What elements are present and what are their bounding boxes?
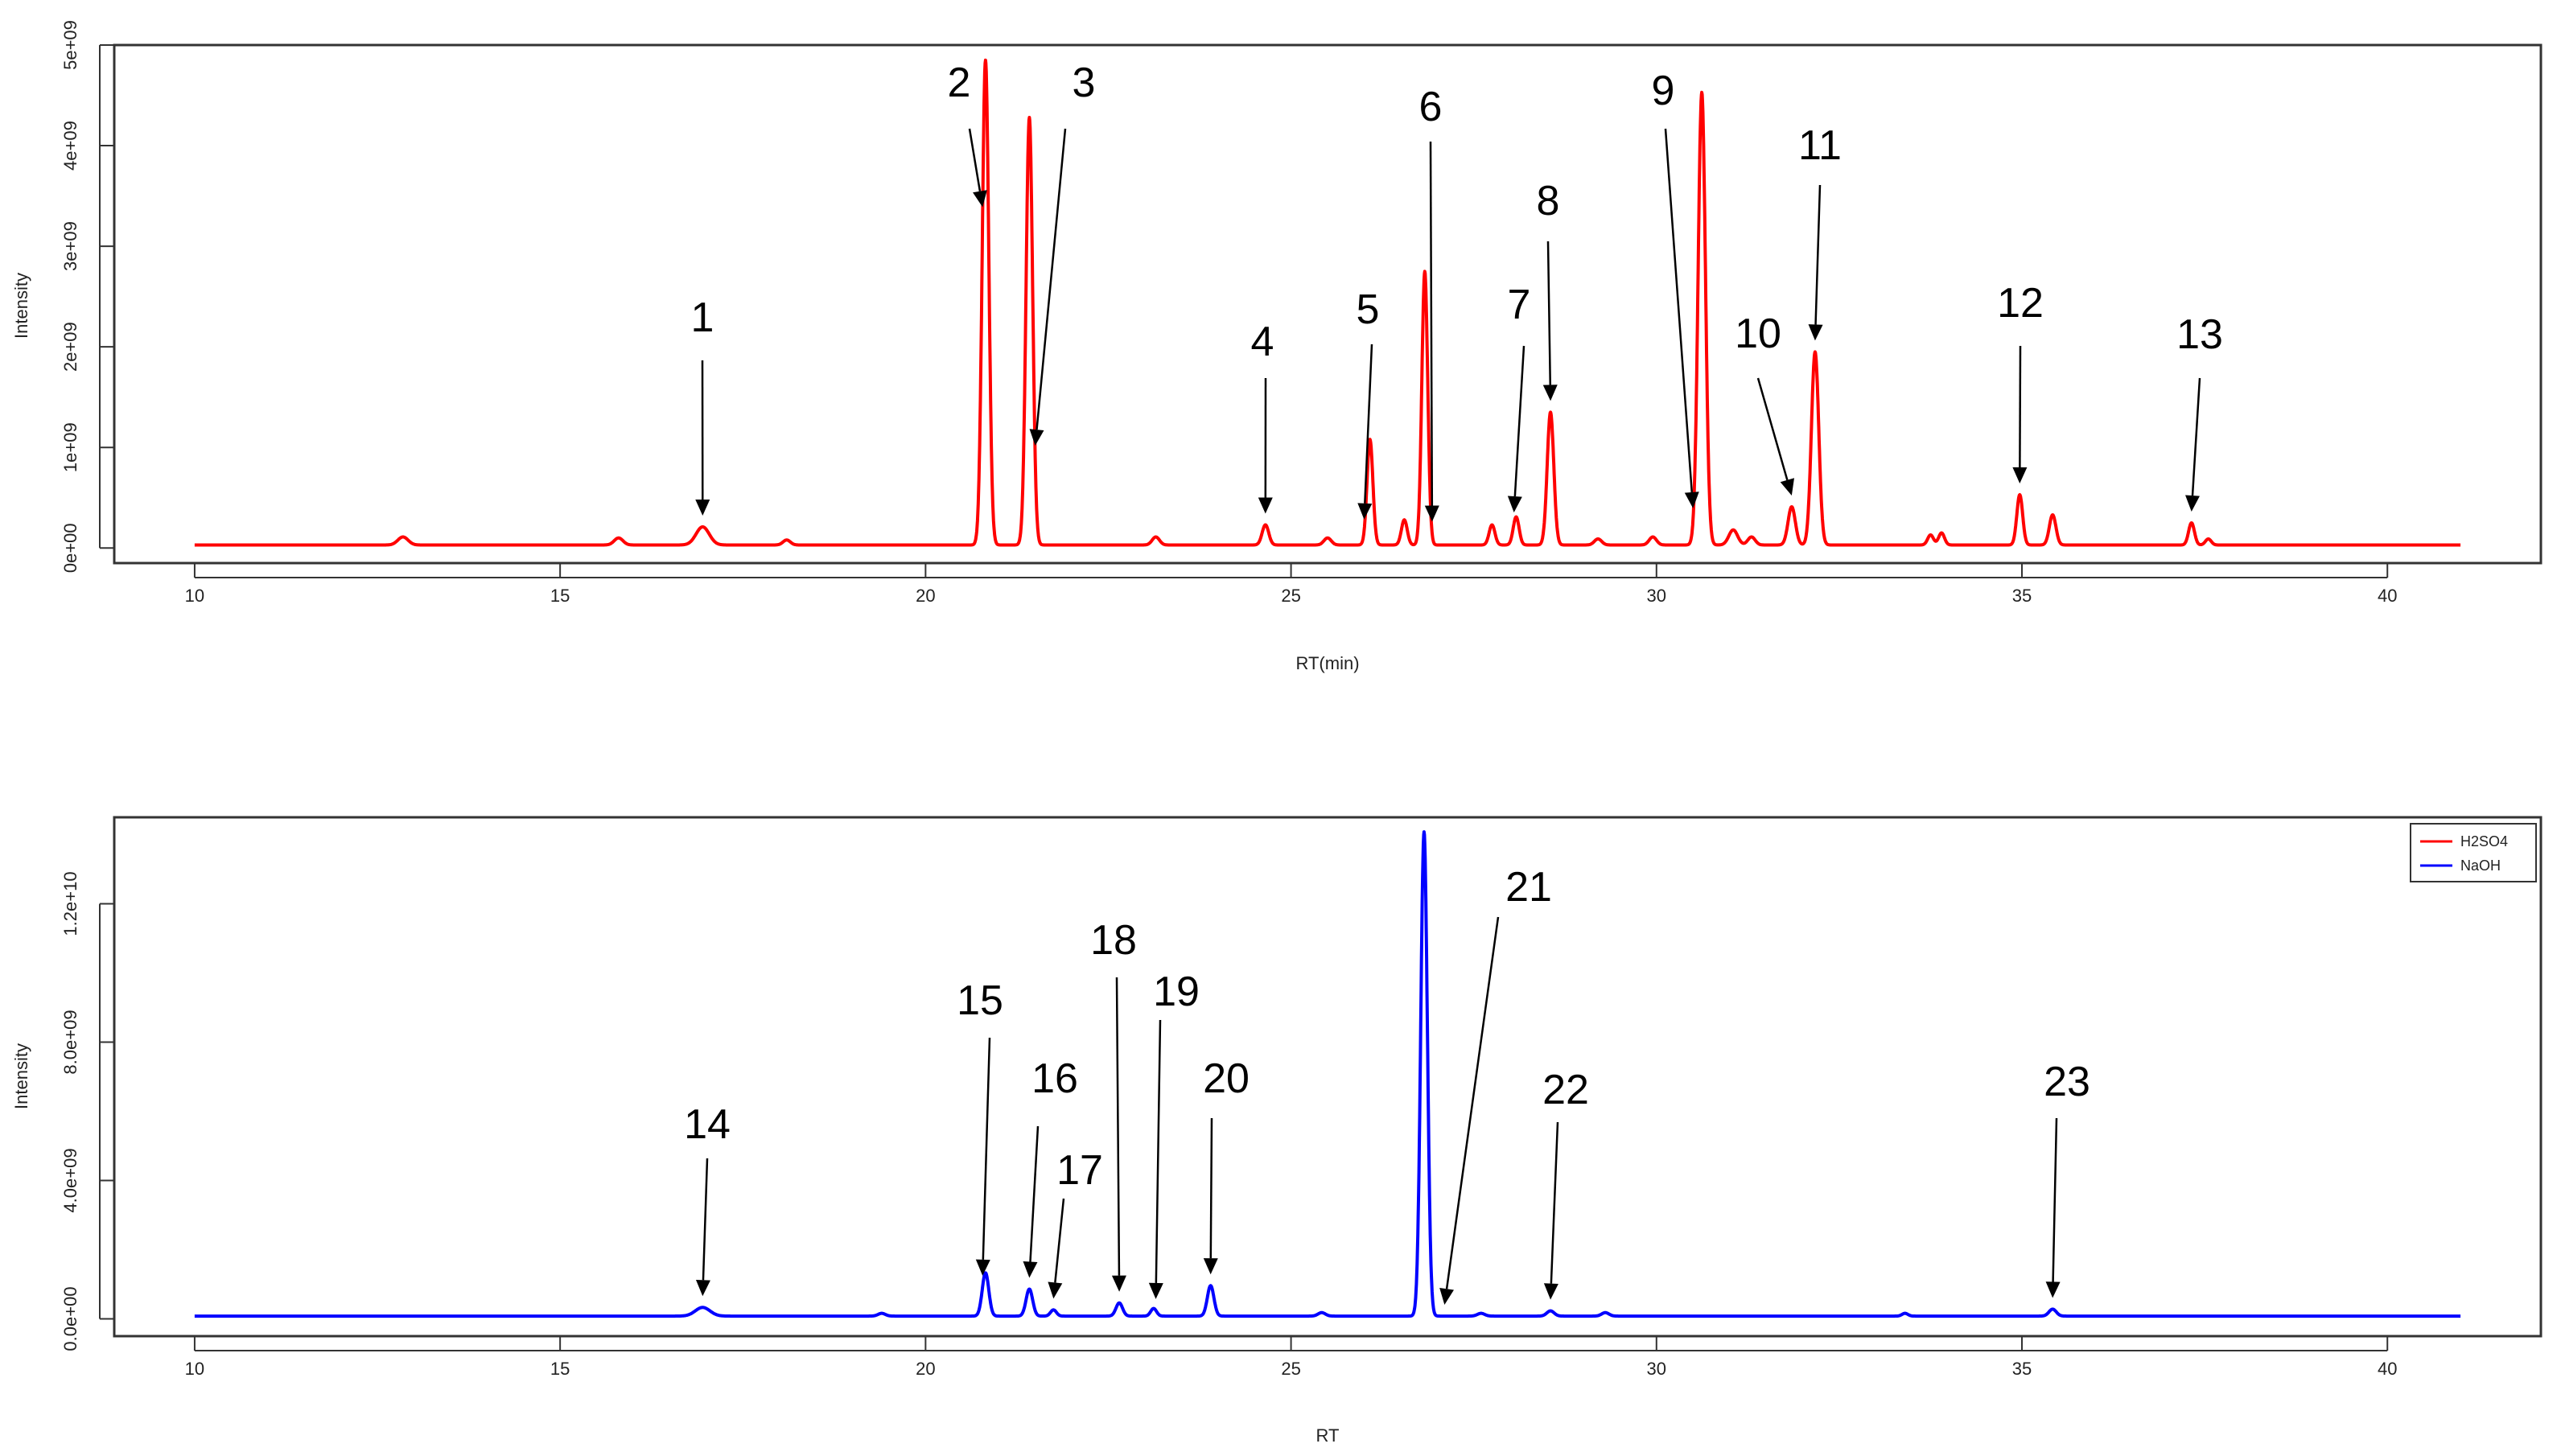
- x-tick-label: 35: [2012, 586, 2032, 606]
- x-tick-label: 10: [185, 586, 204, 606]
- peak-label-4: 4: [1251, 319, 1274, 365]
- x-tick-label: 20: [916, 586, 935, 606]
- legend-label-naoh: NaOH: [2460, 858, 2501, 874]
- x-tick-label: 40: [2378, 586, 2397, 606]
- x-tick-label: 10: [185, 1359, 204, 1379]
- peak-label-6: 6: [1419, 84, 1443, 130]
- y-tick-label: 2e+09: [60, 322, 80, 372]
- x-tick-label: 15: [550, 1359, 570, 1379]
- top-y-axis-title: Intensity: [11, 273, 31, 339]
- peak-label-2: 2: [948, 60, 971, 106]
- peak-label-19: 19: [1153, 969, 1200, 1015]
- bottom-x-axis-title: RT: [1316, 1425, 1340, 1446]
- bottom-y-axis-title: Intensity: [11, 1043, 31, 1109]
- peak-label-17: 17: [1056, 1147, 1103, 1194]
- y-tick-label: 3e+09: [60, 221, 80, 271]
- x-tick-label: 35: [2012, 1359, 2032, 1379]
- legend-label-h2so4: H2SO4: [2460, 833, 2508, 849]
- x-tick-label: 25: [1281, 586, 1300, 606]
- peak-label-15: 15: [957, 977, 1003, 1024]
- y-tick-label: 0e+00: [60, 523, 80, 573]
- x-tick-label: 25: [1281, 1359, 1300, 1379]
- y-tick-label: 5e+09: [60, 20, 80, 70]
- peak-label-3: 3: [1073, 60, 1096, 106]
- y-tick-label: 1e+09: [60, 422, 80, 472]
- x-tick-label: 30: [1647, 1359, 1666, 1379]
- peak-label-13: 13: [2176, 311, 2223, 358]
- peak-label-5: 5: [1357, 286, 1380, 333]
- legend: H2SO4 NaOH: [2411, 824, 2536, 882]
- x-tick-label: 20: [916, 1359, 935, 1379]
- peak-label-16: 16: [1031, 1055, 1078, 1102]
- peak-label-20: 20: [1203, 1055, 1250, 1102]
- peak-label-22: 22: [1542, 1067, 1589, 1113]
- top-x-axis-title: RT(min): [1295, 653, 1359, 673]
- peak-label-10: 10: [1735, 311, 1781, 357]
- peak-label-9: 9: [1652, 68, 1675, 114]
- y-tick-label: 4e+09: [60, 121, 80, 171]
- peak-label-11: 11: [1798, 122, 1842, 169]
- peak-label-12: 12: [1997, 280, 2044, 327]
- peak-label-21: 21: [1505, 864, 1552, 911]
- y-tick-label: 4.0e+09: [60, 1148, 80, 1212]
- peak-arrow-shaft: [1211, 1118, 1212, 1258]
- peak-label-7: 7: [1508, 282, 1531, 328]
- x-tick-label: 40: [2378, 1359, 2397, 1379]
- y-tick-label: 1.2e+10: [60, 871, 80, 936]
- y-tick-label: 0.0e+00: [60, 1286, 80, 1351]
- peak-label-18: 18: [1090, 917, 1137, 964]
- peak-label-14: 14: [684, 1101, 731, 1148]
- y-tick-label: 8.0e+09: [60, 1010, 80, 1074]
- x-tick-label: 15: [550, 586, 570, 606]
- peak-label-1: 1: [691, 294, 714, 341]
- peak-label-23: 23: [2044, 1059, 2090, 1105]
- x-tick-label: 30: [1647, 586, 1666, 606]
- peak-label-8: 8: [1537, 178, 1560, 224]
